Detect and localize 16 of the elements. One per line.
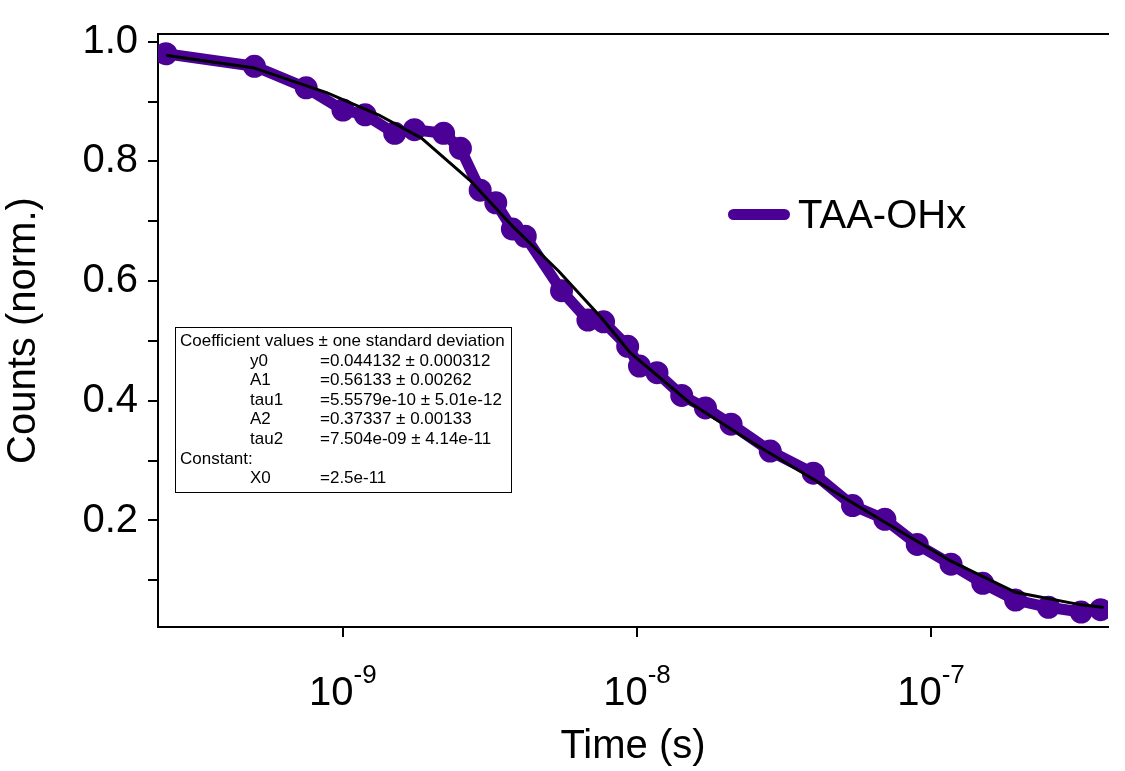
text: A1 =0.56133 ± 0.00262 <box>250 370 472 390</box>
y-axis-title: Counts (norm.) <box>0 197 44 464</box>
x-axis-title: Time (s) <box>560 722 706 767</box>
text: X0 =2.5e-11 <box>250 468 387 488</box>
legend-label: TAA-OHx <box>798 192 967 237</box>
text: tau1 =5.5579e-10 ± 5.01e-12 <box>250 389 502 409</box>
text: y0 =0.044132 ± 0.000312 <box>250 350 491 370</box>
y-tick-label: 0.8 <box>82 136 138 181</box>
annotation: Constant: <box>180 448 254 469</box>
annotation: Coefficient values ± one standard deviation <box>180 331 505 351</box>
text: tau2 =7.504e-09 ± 4.14e-11 <box>250 428 492 448</box>
y-tick-label: 0.2 <box>82 495 138 540</box>
y-tick-label: 1.0 <box>82 16 138 61</box>
text: A2 =0.37337 ± 0.00133 <box>250 409 472 429</box>
y-tick-label: 0.4 <box>82 375 138 420</box>
y-tick-label: 0.6 <box>82 256 138 301</box>
